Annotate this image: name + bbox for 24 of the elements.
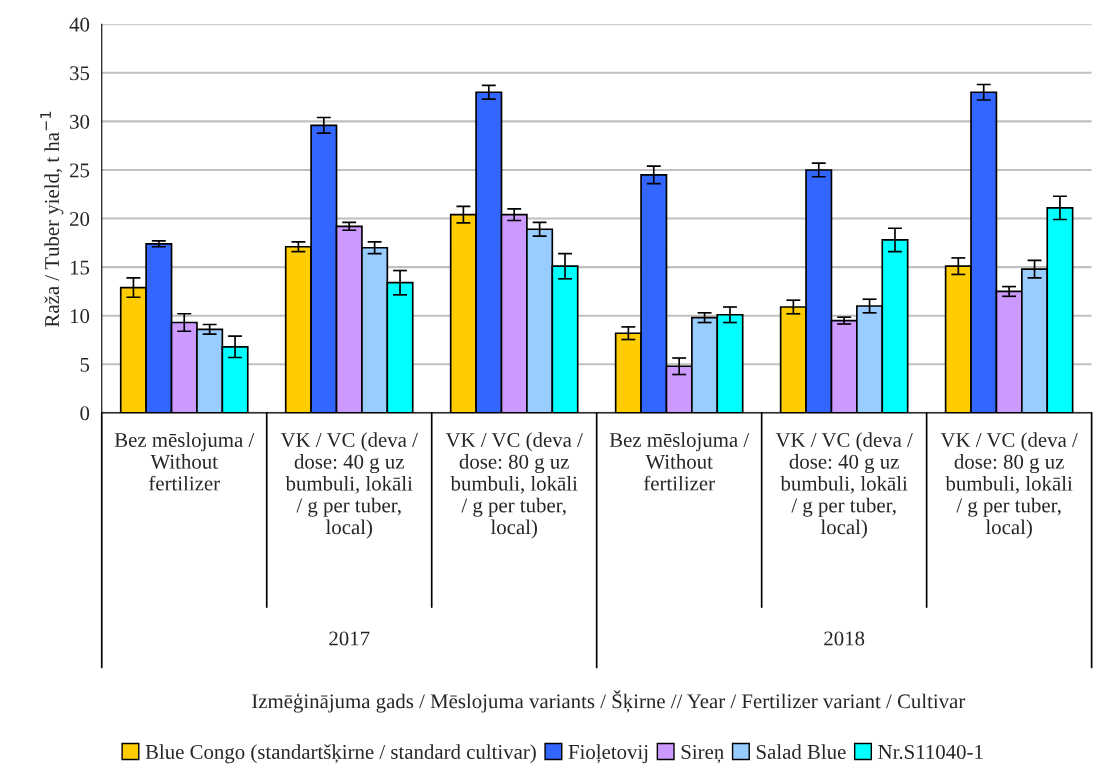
x-tick-label: VK / VC (deva / dose: 80 g uz bumbuli, lokāli / g per tuber, local) (445, 432, 583, 539)
y-tick-label: 5 (80, 357, 90, 372)
y-tick-label: 0 (80, 406, 90, 421)
y-tick-label: 15 (70, 260, 90, 275)
y-tick-label: 35 (70, 66, 90, 81)
legend-label: Nr.S11040-1 (878, 744, 983, 760)
x-tick-label: VK / VC (deva / dose: 40 g uz bumbuli, lokāli / g per tuber, local) (775, 432, 913, 539)
y-tick-label: 10 (70, 309, 90, 324)
x-tick-label: VK / VC (deva / dose: 40 g uz bumbuli, lokāli / g per tuber, local) (280, 432, 418, 539)
text: Izmēģinājuma gads / Mēslojuma variants / Šķirne // Year / Fertilizer variant / Cultivar (252, 690, 966, 713)
legend-label: Blue Congo (standartšķirne / standard cultivar) (145, 744, 536, 764)
y-tick-label: 20 (70, 211, 90, 226)
x-tick-label: Bez mēslojuma / Without fertilizer (114, 432, 255, 491)
legend-label: Fioļetovij (568, 744, 648, 764)
y-axis-title: Raža / Tuber yield, t ha$^{−1}$ (40, 111, 64, 327)
legend-label: Sireņ (681, 744, 724, 764)
legend-label: Salad Blue (756, 744, 846, 759)
text: 2018 (824, 631, 865, 646)
y-tick-label: 30 (70, 114, 90, 129)
text: 2017 (329, 631, 370, 646)
x-tick-label: VK / VC (deva / dose: 80 g uz bumbuli, lokāli / g per tuber, local) (940, 432, 1078, 539)
x-tick-label: Bez mēslojuma / Without fertilizer (609, 432, 750, 491)
y-tick-label: 25 (70, 163, 90, 178)
y-tick-label: 40 (69, 17, 90, 32)
